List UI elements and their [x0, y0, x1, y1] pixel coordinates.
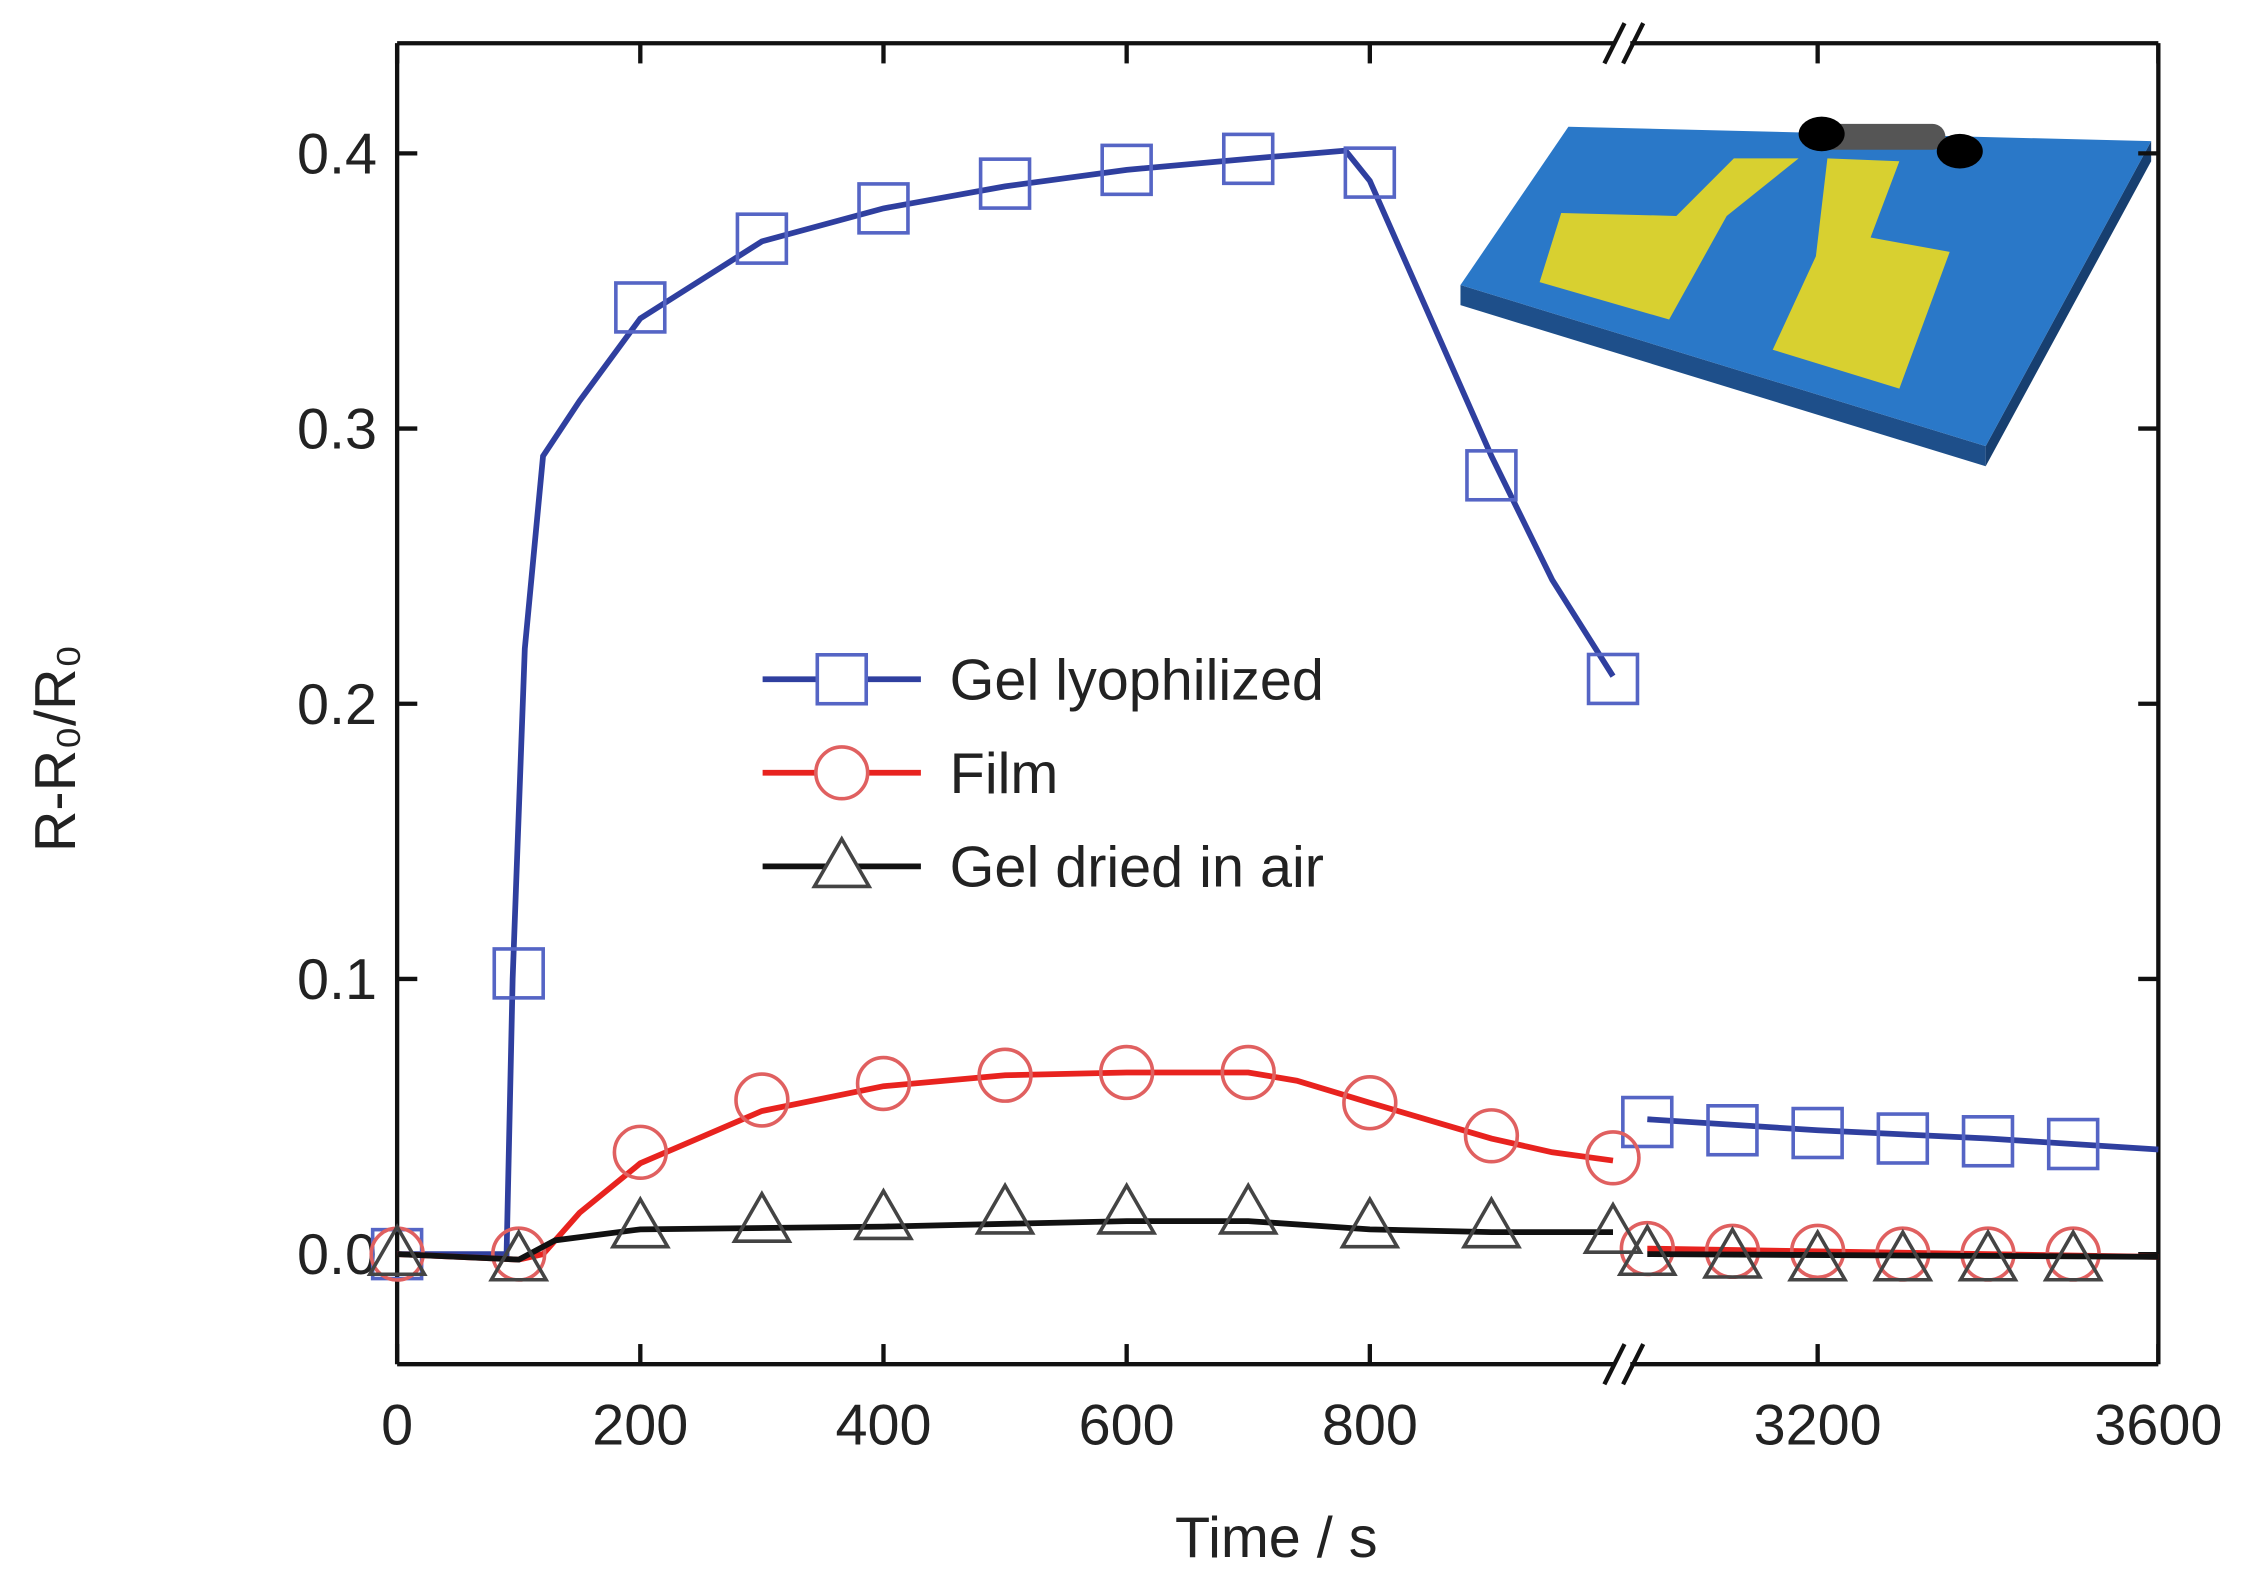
marker	[609, 1195, 671, 1249]
y-tick-label: 0.0	[297, 1223, 377, 1287]
marker	[1463, 1108, 1520, 1164]
y-tick-label: 0.1	[297, 948, 377, 1012]
marker	[811, 835, 873, 889]
marker	[1096, 1181, 1158, 1235]
marker	[853, 1187, 914, 1241]
marker	[815, 653, 869, 706]
series-line	[397, 147, 2159, 1257]
axis-break	[1621, 22, 1646, 65]
marker	[612, 1124, 669, 1180]
marker	[857, 182, 910, 235]
marker	[2046, 1117, 2100, 1171]
marker	[1586, 652, 1640, 706]
marker	[492, 947, 545, 1000]
marker	[1789, 1223, 1846, 1280]
y-tick-label: 0.4	[297, 122, 377, 186]
marker	[1876, 1112, 1930, 1165]
marker	[1342, 1075, 1398, 1131]
x-axis-title: Time / s	[1175, 1506, 1377, 1570]
marker	[1791, 1106, 1844, 1160]
marker	[1702, 1225, 1763, 1279]
marker	[1343, 146, 1397, 199]
legend-label: Gel dried in air	[950, 835, 1324, 899]
marker	[974, 1181, 1036, 1235]
marker	[1961, 1115, 2015, 1168]
x-tick-label: 400	[835, 1394, 931, 1458]
marker	[1339, 1195, 1401, 1249]
marker	[1098, 1044, 1155, 1101]
x-tick-label: 3600	[2094, 1394, 2222, 1458]
x-tick-label: 800	[1322, 1394, 1418, 1458]
axis-break	[1621, 1343, 1646, 1386]
marker	[978, 157, 1032, 210]
axis-break	[1602, 22, 1627, 65]
x-tick-label: 200	[592, 1394, 688, 1458]
marker	[1621, 1095, 1674, 1149]
marker	[1787, 1228, 1849, 1282]
marker	[614, 281, 667, 334]
x-tick-label: 600	[1079, 1394, 1175, 1458]
marker	[488, 1228, 550, 1282]
axis-break	[1602, 1343, 1627, 1386]
marker	[731, 1190, 793, 1244]
marker	[1706, 1104, 1759, 1157]
marker	[734, 1072, 790, 1128]
marker	[1460, 1195, 1522, 1249]
marker	[1616, 1223, 1678, 1277]
marker	[1220, 1044, 1276, 1101]
legend-label: Film	[950, 742, 1059, 806]
marker	[1585, 1130, 1641, 1186]
marker	[977, 1047, 1033, 1103]
legend: Gel lyophilized Film Gel dried in air	[762, 648, 1324, 899]
x-tick-label: 3200	[1754, 1394, 1882, 1458]
y-tick-label: 0.2	[297, 673, 377, 737]
marker	[1221, 132, 1275, 186]
marker	[1582, 1201, 1644, 1255]
series-line	[397, 1218, 2159, 1263]
marker	[855, 1055, 912, 1112]
inset-device	[1460, 116, 2152, 467]
marker	[735, 212, 789, 265]
x-tick-label: 0	[381, 1394, 413, 1458]
marker	[1217, 1181, 1279, 1235]
marker	[2042, 1228, 2104, 1282]
y-tick-label: 0.3	[297, 398, 377, 462]
marker	[366, 1223, 428, 1277]
y-axis-title: R-R₀/R₀	[24, 645, 88, 853]
marker	[1465, 449, 1518, 502]
marker	[1872, 1228, 1934, 1282]
marker	[1957, 1228, 2019, 1282]
legend-label: Gel lyophilized	[950, 648, 1324, 712]
marker	[1100, 143, 1153, 197]
marker	[814, 745, 870, 801]
